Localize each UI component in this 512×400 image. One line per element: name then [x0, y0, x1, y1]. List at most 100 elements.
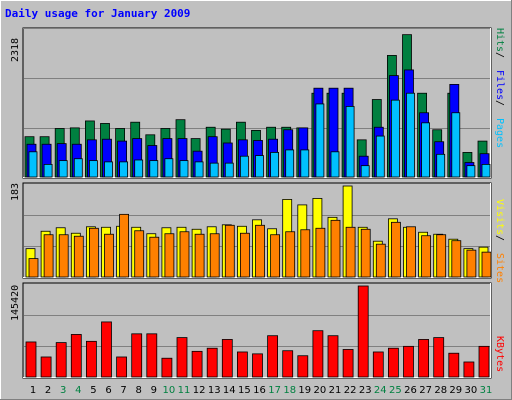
kbytes-bar: [176, 337, 188, 378]
sites-bar: [330, 219, 341, 278]
x-tick-label: 16: [253, 385, 266, 396]
x-tick-label: 12: [193, 385, 206, 396]
legend-pages: Pages: [494, 118, 505, 148]
kbytes-bar: [221, 339, 233, 378]
x-axis-day-labels: 1 2 3 4 5 6 7 8 9 10 11 12 13 14 15 16 17 18 19 20 21 22 23 24 2…: [30, 385, 493, 396]
pages-bar: [104, 161, 113, 178]
sites-bar: [390, 221, 401, 278]
panel-top-legend: Hits / Files / Pages: [494, 28, 505, 148]
x-tick-label: 28: [434, 385, 447, 396]
pages-bar: [179, 160, 189, 178]
kbytes-bar: [191, 350, 203, 378]
legend-separator: /: [494, 52, 505, 58]
sites-bar: [164, 233, 175, 278]
kbytes-bar: [312, 330, 324, 378]
x-tick-label: 13: [208, 385, 221, 396]
kbytes-bar: [206, 347, 218, 378]
pages-bar: [436, 153, 446, 178]
legend-kbytes: KBytes: [494, 336, 505, 372]
kbytes-bar: [433, 337, 445, 378]
pages-bar: [345, 106, 355, 178]
sites-bar: [209, 233, 220, 278]
x-tick-label: 1: [30, 385, 36, 396]
legend-separator: /: [494, 235, 505, 241]
x-tick-label: 6: [105, 385, 111, 396]
x-tick-label: 3: [60, 385, 66, 396]
panel-mid-ymax: 183: [10, 183, 21, 201]
pages-bar: [209, 162, 219, 178]
pages-bar: [239, 155, 249, 178]
sites-bar: [179, 231, 190, 278]
pages-bar: [481, 164, 491, 178]
pages-bar: [421, 122, 431, 178]
sites-bar: [89, 227, 99, 278]
x-tick-label: 4: [75, 385, 81, 396]
kbytes-bar: [418, 339, 430, 378]
kbytes-bar: [448, 352, 460, 378]
kbytes-bar: [86, 340, 97, 378]
kbytes-bar: [146, 333, 158, 378]
kbytes-bar: [297, 355, 309, 378]
panel-mid-legend: Visits / Sites: [494, 199, 505, 283]
sites-bar: [436, 234, 447, 278]
kbytes-bar: [372, 351, 384, 378]
sites-bar: [194, 233, 205, 278]
pages-bar: [330, 151, 340, 178]
x-tick-label: 22: [344, 385, 357, 396]
sites-bar: [28, 258, 39, 278]
pages-bar: [43, 164, 53, 178]
sites-bar: [300, 229, 311, 278]
visits-sites-panel: 183 Visits / Sites: [10, 182, 505, 283]
kbytes-bar: [463, 361, 475, 378]
sites-bar: [285, 231, 296, 278]
x-tick-label: 9: [151, 385, 157, 396]
kbytes-bar: [478, 345, 490, 378]
pages-bar: [451, 112, 461, 178]
sites-bar: [239, 232, 250, 278]
panel-bot-ymax: 145420: [10, 285, 21, 321]
panel-bot-legend: KBytes: [494, 336, 505, 372]
pages-bar: [194, 161, 204, 178]
x-tick-label: 7: [120, 385, 126, 396]
sites-bar: [360, 228, 371, 278]
pages-bar: [89, 160, 98, 178]
x-tick-label: 30: [465, 385, 478, 396]
kbytes-bar: [357, 285, 369, 378]
kbytes-bar: [252, 353, 263, 378]
sites-bar: [345, 226, 356, 278]
x-tick-label: 21: [329, 385, 342, 396]
pages-bar: [28, 151, 38, 178]
x-tick-label: 14: [223, 385, 236, 396]
pages-bar: [149, 160, 159, 178]
kbytes-bar: [101, 321, 112, 378]
kbytes-bar: [55, 342, 67, 378]
legend-separator: /: [494, 100, 505, 106]
x-tick-label: 31: [480, 385, 493, 396]
sites-bar: [134, 230, 145, 278]
x-tick-label: 17: [268, 385, 281, 396]
panel-bot-bars: [25, 285, 490, 378]
pages-bar: [224, 162, 234, 178]
panel-mid-bars: [25, 185, 492, 278]
x-tick-label: 8: [136, 385, 142, 396]
x-tick-label: 2: [45, 385, 51, 396]
panel-top-bars: [24, 34, 491, 178]
kbytes-bar: [267, 335, 279, 378]
sites-bar: [315, 227, 326, 278]
pages-bar: [119, 161, 128, 178]
chart-title: Daily usage for January 2009: [5, 7, 190, 20]
sites-bar: [375, 243, 386, 278]
sites-bar: [451, 240, 462, 278]
pages-bar: [285, 149, 295, 178]
pages-bar: [270, 152, 280, 178]
sites-bar: [466, 249, 477, 278]
legend-files: Files: [494, 70, 505, 100]
pages-bar: [360, 165, 370, 178]
kbytes-bar: [116, 356, 127, 378]
pages-bar: [58, 160, 68, 178]
x-tick-label: 20: [314, 385, 327, 396]
x-tick-label: 27: [419, 385, 432, 396]
sites-bar: [119, 213, 129, 278]
legend-sites: Sites: [494, 253, 505, 283]
x-tick-label: 26: [404, 385, 417, 396]
